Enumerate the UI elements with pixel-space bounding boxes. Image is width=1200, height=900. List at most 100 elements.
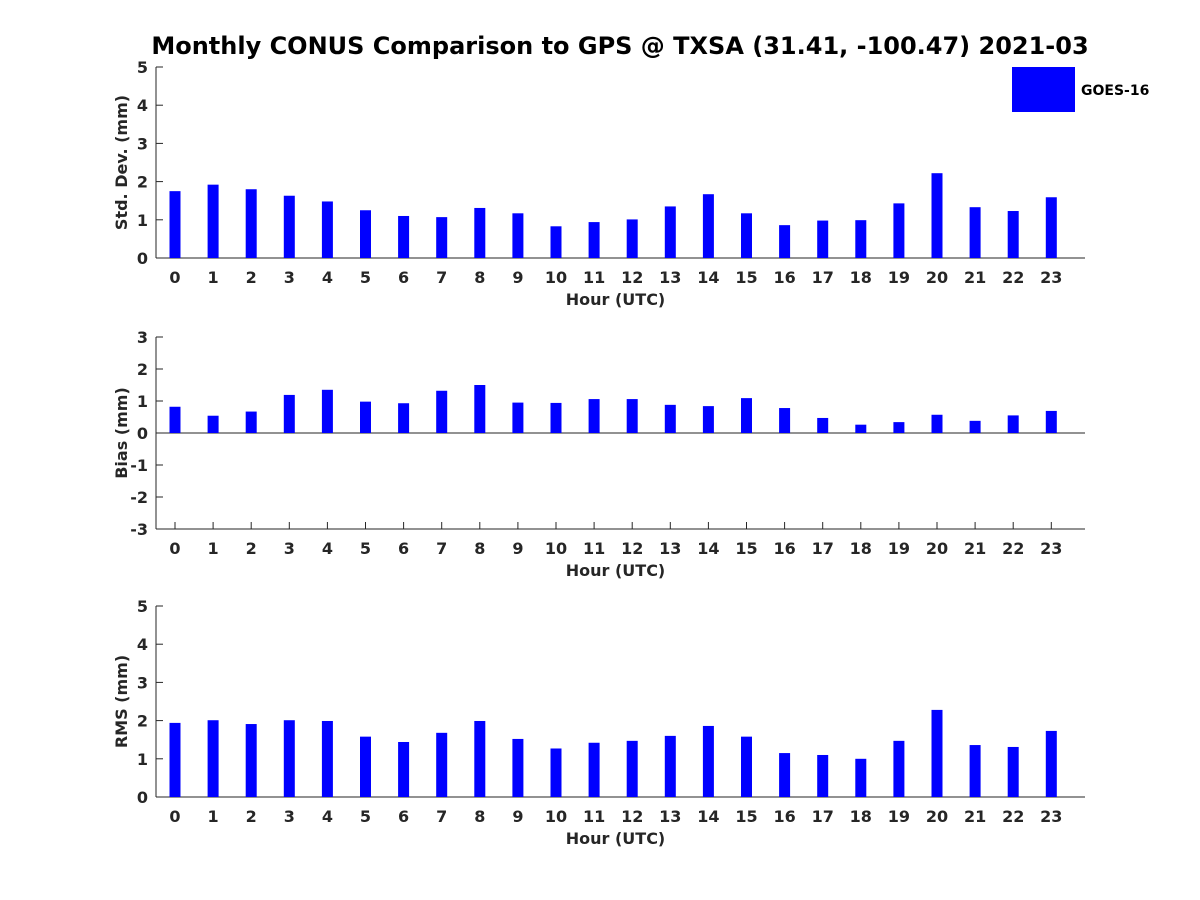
rms-x-tick-label: 3 (284, 807, 295, 826)
std-dev-x-tick-label: 0 (169, 268, 180, 287)
chart-title: Monthly CONUS Comparison to GPS @ TXSA (… (151, 32, 1088, 60)
bias-bar (626, 399, 638, 433)
rms-bar (512, 738, 524, 797)
std-dev-bar (474, 207, 486, 258)
legend: GOES-16 (1012, 67, 1149, 112)
rms-x-tick-label: 5 (360, 807, 371, 826)
bias-x-tick-label: 15 (735, 539, 757, 558)
rms-bar (931, 709, 943, 797)
std-dev-bar (893, 203, 905, 258)
std-dev-bar (779, 225, 791, 258)
rms-x-tick-label: 11 (583, 807, 605, 826)
std-dev-bar (1045, 197, 1057, 258)
rms-x-tick-label: 2 (246, 807, 257, 826)
std-dev-bar (702, 194, 714, 258)
std-dev-bar (169, 191, 181, 258)
rms-bar (321, 720, 333, 797)
rms-x-tick-label: 0 (169, 807, 180, 826)
std-dev-x-tick-label: 18 (850, 268, 872, 287)
rms-x-tick-label: 13 (659, 807, 681, 826)
rms-bar (817, 754, 829, 797)
bias-x-axis-label: Hour (UTC) (566, 561, 666, 580)
std-dev-y-tick-label: 5 (137, 58, 148, 77)
std-dev-x-tick-label: 20 (926, 268, 948, 287)
bias-x-tick-label: 7 (436, 539, 447, 558)
std-dev-y-tick-label: 0 (137, 249, 148, 268)
bias-bar (169, 406, 181, 433)
std-dev-x-tick-label: 19 (888, 268, 910, 287)
bias-x-tick-label: 18 (850, 539, 872, 558)
rms-x-tick-label: 20 (926, 807, 948, 826)
rms-bar (360, 736, 371, 797)
bias-bar (893, 422, 905, 433)
rms-bar (588, 742, 600, 797)
bias-x-tick-label: 20 (926, 539, 948, 558)
rms-bar (398, 741, 410, 797)
std-dev-x-tick-label: 23 (1040, 268, 1062, 287)
bias-x-tick-label: 5 (360, 539, 371, 558)
rms-bar (245, 724, 257, 797)
std-dev-bar (588, 222, 600, 258)
std-dev-bar (283, 195, 295, 258)
bias-bar (321, 389, 333, 433)
std-dev-bar (360, 210, 371, 258)
std-dev-x-tick-label: 6 (398, 268, 409, 287)
std-dev-bar (207, 184, 219, 258)
bias-bar (1045, 410, 1057, 433)
bias-bar (931, 414, 943, 433)
std-dev-y-tick-label: 4 (137, 96, 148, 115)
std-dev-bar (855, 220, 867, 258)
rms-y-tick-label: 4 (137, 635, 148, 654)
rms-bar (169, 722, 181, 797)
std-dev-x-tick-label: 10 (545, 268, 567, 287)
bias-x-tick-label: 17 (812, 539, 834, 558)
bias-x-tick-label: 2 (246, 539, 257, 558)
bias-x-tick-label: 9 (512, 539, 523, 558)
rms-y-axis-label: RMS (mm) (112, 655, 131, 748)
bias-x-tick-label: 8 (474, 539, 485, 558)
std-dev-bar (741, 213, 752, 258)
std-dev-x-tick-label: 17 (812, 268, 834, 287)
rms-x-axis-label: Hour (UTC) (566, 829, 666, 848)
rms-x-tick-label: 12 (621, 807, 643, 826)
std-dev-bar (969, 207, 981, 258)
std-dev-x-tick-label: 22 (1002, 268, 1024, 287)
bias-bar (969, 420, 981, 433)
std-dev-x-tick-label: 2 (246, 268, 257, 287)
rms-x-tick-label: 7 (436, 807, 447, 826)
bias-x-tick-label: 13 (659, 539, 681, 558)
std-dev-bar (512, 213, 524, 258)
std-dev-x-tick-label: 3 (284, 268, 295, 287)
rms-x-tick-label: 1 (208, 807, 219, 826)
std-dev-bar (626, 219, 638, 258)
rms-bar (664, 735, 676, 797)
bias-x-tick-label: 1 (208, 539, 219, 558)
bias-x-tick-label: 14 (697, 539, 719, 558)
rms-x-tick-label: 15 (735, 807, 757, 826)
bias-x-tick-label: 22 (1002, 539, 1024, 558)
bias-bar (741, 398, 752, 433)
rms-bar (741, 736, 752, 797)
bias-bar (436, 390, 448, 433)
bias-bar (1007, 415, 1019, 433)
rms-bar (855, 758, 867, 797)
bias-x-tick-label: 11 (583, 539, 605, 558)
rms-x-tick-label: 18 (850, 807, 872, 826)
std-dev-y-tick-label: 3 (137, 134, 148, 153)
std-dev-x-tick-label: 7 (436, 268, 447, 287)
bias-x-tick-label: 6 (398, 539, 409, 558)
bias-x-tick-label: 10 (545, 539, 567, 558)
std-dev-x-tick-label: 16 (773, 268, 795, 287)
rms-bar (283, 720, 295, 797)
bias-bar (588, 399, 600, 433)
rms-y-tick-label: 2 (137, 712, 148, 731)
rms-bar (893, 740, 905, 797)
std-dev-y-tick-label: 2 (137, 173, 148, 192)
std-dev-y-axis-label: Std. Dev. (mm) (112, 95, 131, 230)
bias-x-tick-label: 4 (322, 539, 333, 558)
bias-x-tick-label: 16 (773, 539, 795, 558)
